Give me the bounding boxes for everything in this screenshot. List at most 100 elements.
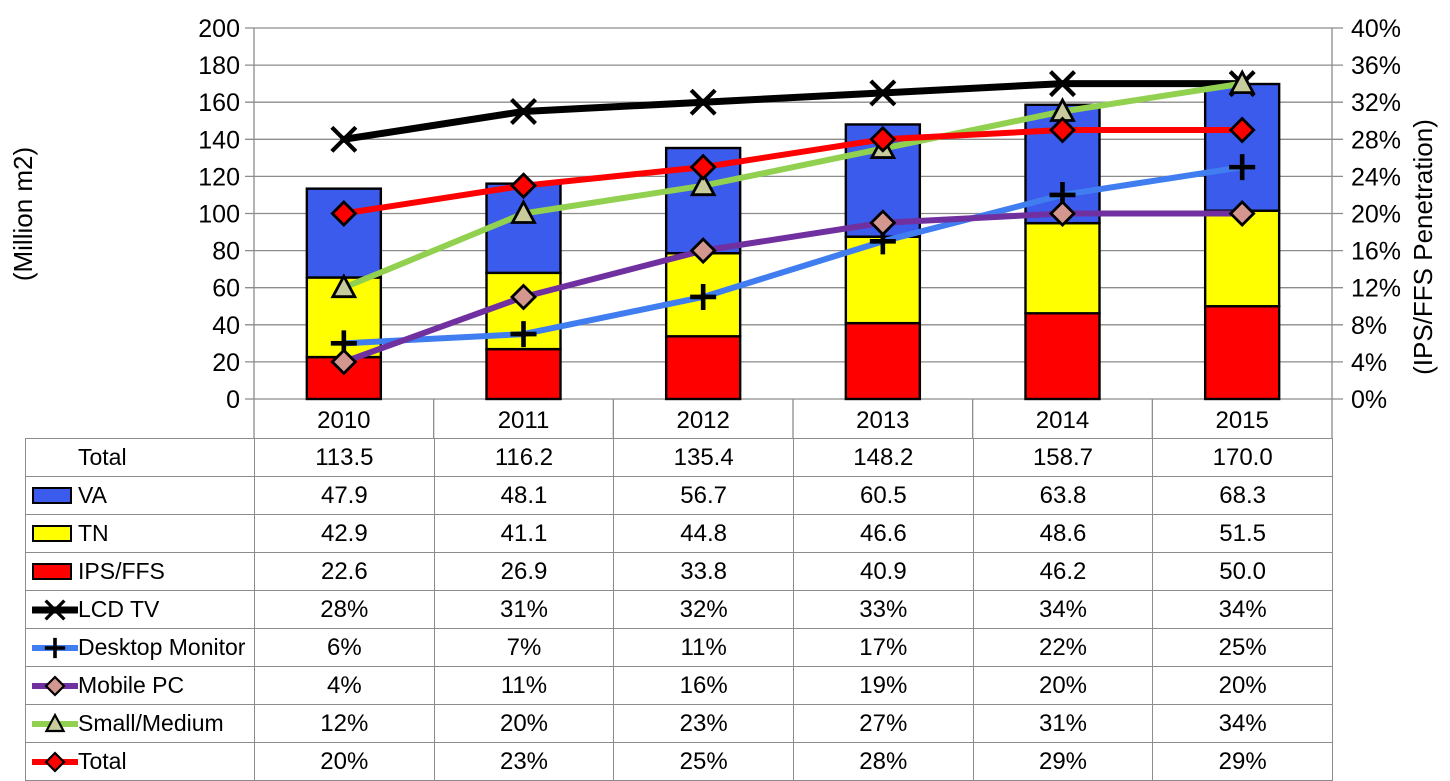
value-cell: 60.5 <box>794 477 974 515</box>
triangle-marker-icon <box>510 199 537 224</box>
bar-swatch-icon <box>32 487 72 504</box>
tn-bar-swatch-icon <box>32 525 78 542</box>
value-cell: 29% <box>973 743 1154 781</box>
value-cell: 29% <box>1153 743 1333 781</box>
bar-segment <box>844 321 922 401</box>
series-label: TN <box>78 520 109 546</box>
value-cell: 20% <box>434 705 615 743</box>
small-medium-line-series <box>330 69 1256 299</box>
x-axis-label: 2014 <box>1036 407 1089 434</box>
series-label: Mobile PC <box>78 672 185 698</box>
value-cell: 20% <box>973 667 1154 705</box>
value-cell: 170.0 <box>1153 439 1333 477</box>
desktop-monitor-line-series <box>330 154 1256 357</box>
right-axis-tick-label: 8% <box>1351 312 1387 340</box>
left-axis-tick-label: 180 <box>198 52 240 80</box>
legend-cell-total-0: Total <box>26 439 255 477</box>
value-cell: 41.1 <box>434 515 615 553</box>
diamond-marker-icon <box>1049 200 1076 227</box>
value-cell: 68.3 <box>1153 477 1333 515</box>
combo-chart: 0 20 40 60 80 100 120 140 160 180 200 0% 4% 8% 12% 16% 2… <box>8 15 1438 438</box>
x-axis-label: 2010 <box>317 407 370 434</box>
small-medium-line-swatch-icon <box>32 711 78 737</box>
left-axis-tick-label: 200 <box>198 15 240 43</box>
left-axis-tick-label: 140 <box>198 126 240 154</box>
value-cell: 4% <box>255 667 435 705</box>
legend-cell-mobile-pc-6: Mobile PC <box>26 667 255 705</box>
value-cell: 34% <box>1153 705 1333 743</box>
value-cell: 11% <box>614 629 794 667</box>
right-axis-tick-label: 12% <box>1351 275 1401 303</box>
value-cell: 148.2 <box>794 439 974 477</box>
value-cell: 56.7 <box>614 477 794 515</box>
value-cell: 23% <box>434 743 615 781</box>
legend-cell-va-1: VA <box>26 477 255 515</box>
axis-lines <box>253 28 1333 438</box>
legend-cell-small-medium-7: Small/Medium <box>26 705 255 743</box>
value-cell: 28% <box>255 591 435 629</box>
right-axis-tick-label: 36% <box>1351 52 1401 80</box>
x-marker-icon <box>689 88 717 116</box>
total-line <box>340 127 1246 217</box>
diamond-marker-icon <box>869 209 897 237</box>
value-cell: 6% <box>255 629 435 667</box>
va-bar-series <box>305 82 1281 279</box>
value-cell: 34% <box>973 591 1154 629</box>
value-cell: 32% <box>614 591 794 629</box>
value-cell: 46.2 <box>973 553 1154 591</box>
desktop-monitor-line-swatch-icon <box>32 635 78 661</box>
plus-marker-icon <box>1229 154 1256 181</box>
value-cell: 158.7 <box>973 439 1154 477</box>
x-axis-label: 2013 <box>856 407 909 434</box>
diamond-marker-icon <box>869 125 897 153</box>
value-cell: 17% <box>794 629 974 667</box>
bar-swatch-icon <box>32 525 72 542</box>
bar-segment <box>1203 82 1281 212</box>
series-label: Total <box>78 444 127 470</box>
value-cell: 33.8 <box>614 553 794 591</box>
diamond-marker-icon <box>44 750 66 773</box>
line-swatch-icon <box>32 750 78 773</box>
left-axis-tick-label: 0 <box>226 386 240 414</box>
legend-cell-desktop-monitor-5: Desktop Monitor <box>26 629 255 667</box>
bar-segment <box>664 335 742 401</box>
diamond-marker-icon <box>1228 116 1256 144</box>
left-axis-tick-label: 40 <box>212 312 240 340</box>
value-cell: 28% <box>794 743 974 781</box>
value-cell: 40.9 <box>794 553 974 591</box>
value-cell: 26.9 <box>434 553 615 591</box>
series-label: Total <box>78 748 127 774</box>
diamond-marker-icon <box>1228 200 1256 227</box>
value-cell: 135.4 <box>614 439 794 477</box>
value-cell: 116.2 <box>434 439 615 477</box>
left-axis-tick-label: 160 <box>198 89 240 117</box>
left-axis-tick-label: 120 <box>198 163 240 191</box>
lcd-tv-line-swatch-icon <box>32 597 78 623</box>
value-cell: 51.5 <box>1153 515 1333 553</box>
right-axis-tick-label: 24% <box>1351 163 1401 191</box>
x-axis-label: 2015 <box>1215 407 1268 434</box>
value-cell: 33% <box>794 591 974 629</box>
mobile-pc-line-swatch-icon <box>32 673 78 699</box>
bar-segment <box>1024 312 1101 401</box>
triangle-marker-icon <box>1228 69 1256 95</box>
diamond-marker-icon <box>330 200 358 227</box>
x-marker-icon <box>1049 70 1076 98</box>
value-cell: 25% <box>1153 629 1333 667</box>
desktop-monitor-line <box>340 164 1246 347</box>
series-label: Small/Medium <box>78 710 224 736</box>
lcd-tv-line <box>340 80 1246 143</box>
ips-ffs-bar-series <box>305 305 1281 401</box>
diamond-marker-icon <box>510 172 537 200</box>
value-cell: 31% <box>434 591 615 629</box>
value-cell: 20% <box>1153 667 1333 705</box>
line-swatch-icon <box>32 637 78 658</box>
diamond-marker-icon <box>510 283 537 311</box>
value-cell: 27% <box>794 705 974 743</box>
plus-marker-icon <box>690 283 717 310</box>
right-axis-tick-label: 0% <box>1351 386 1387 414</box>
right-axis-tick-label: 28% <box>1351 126 1401 154</box>
value-cell: 44.8 <box>614 515 794 553</box>
mobile-pc-line-series <box>330 200 1256 376</box>
